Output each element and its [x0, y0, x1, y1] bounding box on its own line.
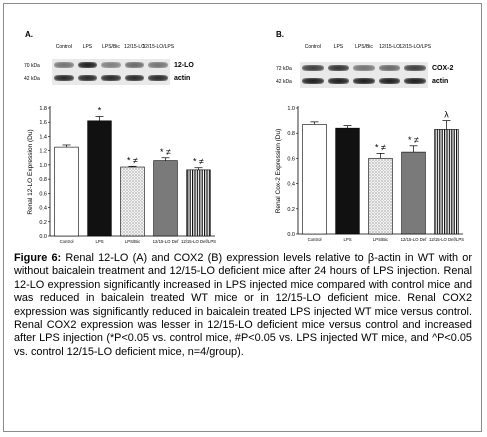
bar	[368, 158, 393, 235]
y-tick-label: 0.0	[287, 232, 295, 238]
y-tick-label: 1.4	[39, 134, 47, 140]
y-tick-label: 0.2	[287, 207, 295, 213]
y-tick-label: 1.8	[39, 106, 47, 112]
category-label: Control	[308, 237, 322, 242]
category-label: 12/15-LO Def/LPS	[181, 239, 216, 244]
blot-protein-label: COX-2	[432, 65, 454, 72]
y-tick-label: 0.6	[287, 156, 295, 162]
category-label: 12/15-LO Def	[153, 239, 180, 244]
significance-marker: * ≠	[127, 155, 138, 165]
category-label: 12/15-LO Def/LPS	[429, 237, 464, 242]
blot-band	[302, 78, 324, 84]
significance-marker: λ	[444, 110, 449, 120]
panel-b-letter: B.	[276, 30, 284, 39]
y-tick-label: 0.8	[39, 177, 47, 183]
bar	[434, 129, 459, 235]
blot-mw-label: 70 kDa	[24, 63, 40, 69]
blot-lane-label: 12/15-LO/LPS	[399, 44, 432, 50]
significance-marker: * ≠	[193, 157, 204, 167]
panel-a-bar-chart: 0.0 0.2 0.4 0.6 0.8 1.0 1.2 1.4 1.6 1.8 Renal 12-L…	[27, 106, 216, 244]
y-tick-label: 1.6	[39, 120, 47, 126]
blot-band	[124, 62, 145, 68]
blot-band	[54, 75, 74, 81]
bar	[335, 127, 360, 235]
blot-band	[327, 78, 350, 84]
category-label: LPS	[343, 237, 351, 242]
blot-protein-label: actin	[432, 78, 449, 85]
blot-mw-label: 42 kDa	[276, 79, 292, 85]
blot-band	[77, 75, 98, 81]
blot-band	[378, 78, 401, 84]
blot-lane-label: LPS	[82, 44, 93, 50]
significance-marker: *	[98, 106, 102, 116]
panel-b-bar-chart: 0.0 0.2 0.4 0.6 0.8 1.0 Renal Cox-2 Expression…	[275, 106, 464, 242]
blot-band	[302, 65, 324, 71]
blot-lane-label: 12/15-LO	[124, 44, 146, 50]
blot-mw-label: 42 kDa	[24, 76, 40, 82]
blot-band	[404, 65, 426, 71]
blot-protein-label: 12-LO	[174, 62, 194, 69]
blot-band	[327, 65, 350, 71]
blot-lane-label: LPS/Bic	[102, 44, 120, 50]
y-tick-label: 0.6	[39, 191, 47, 197]
blot-mw-label: 72 kDa	[276, 66, 292, 72]
category-label: LPS	[95, 239, 103, 244]
blot-lane-label: 12/15-LO	[379, 44, 401, 50]
blot-lane-label: Control	[304, 44, 321, 50]
y-tick-label: 0.2	[39, 220, 47, 226]
y-tick-label: 0.4	[287, 182, 295, 188]
blot-band	[77, 62, 98, 68]
y-axis-label: Renal 12-LO Expression (Du)	[27, 129, 34, 214]
blot-lane-label: LPS/Bic	[355, 44, 373, 50]
blot-band	[353, 65, 375, 71]
significance-marker: * ≠	[375, 142, 386, 152]
blot-band	[148, 62, 168, 68]
category-label: Control	[60, 239, 74, 244]
blot-lane-label: 12/15-LO/LPS	[142, 44, 175, 50]
panel-a-letter: A.	[25, 30, 33, 39]
blot-lane-label: LPS	[333, 44, 344, 50]
category-label: 12/15-LO Def	[401, 237, 428, 242]
y-axis-label: Renal Cox-2 Expression (Du)	[275, 129, 282, 214]
blot-band	[378, 65, 401, 71]
y-tick-label: 0.8	[287, 131, 295, 137]
blot-protein-label: actin	[174, 75, 191, 82]
significance-marker: * ≠	[408, 135, 419, 145]
blot-band	[124, 75, 145, 81]
category-label: LPS/Bic	[373, 237, 389, 242]
caption-label: Figure 6:	[14, 252, 62, 264]
significance-marker: * ≠	[160, 147, 171, 157]
caption-text: Renal 12-LO (A) and COX2 (B) expression …	[14, 252, 472, 358]
y-tick-label: 0.4	[39, 206, 47, 212]
y-tick-label: 1.0	[287, 106, 295, 112]
y-tick-label: 1.0	[39, 163, 47, 169]
blot-band	[54, 62, 74, 68]
blot-band	[101, 62, 121, 68]
blot-band	[148, 75, 168, 81]
blot-lane-label: Control	[55, 44, 72, 50]
y-tick-label: 0.0	[39, 234, 47, 240]
figure-caption: Figure 6: Renal 12-LO (A) and COX2 (B) e…	[14, 252, 472, 359]
y-tick-label: 1.2	[39, 149, 47, 155]
bar	[302, 124, 327, 235]
bar	[401, 151, 426, 235]
blot-band	[353, 78, 375, 84]
blot-band	[101, 75, 121, 81]
blot-band	[404, 78, 426, 84]
category-label: LPS/Bic	[125, 239, 141, 244]
